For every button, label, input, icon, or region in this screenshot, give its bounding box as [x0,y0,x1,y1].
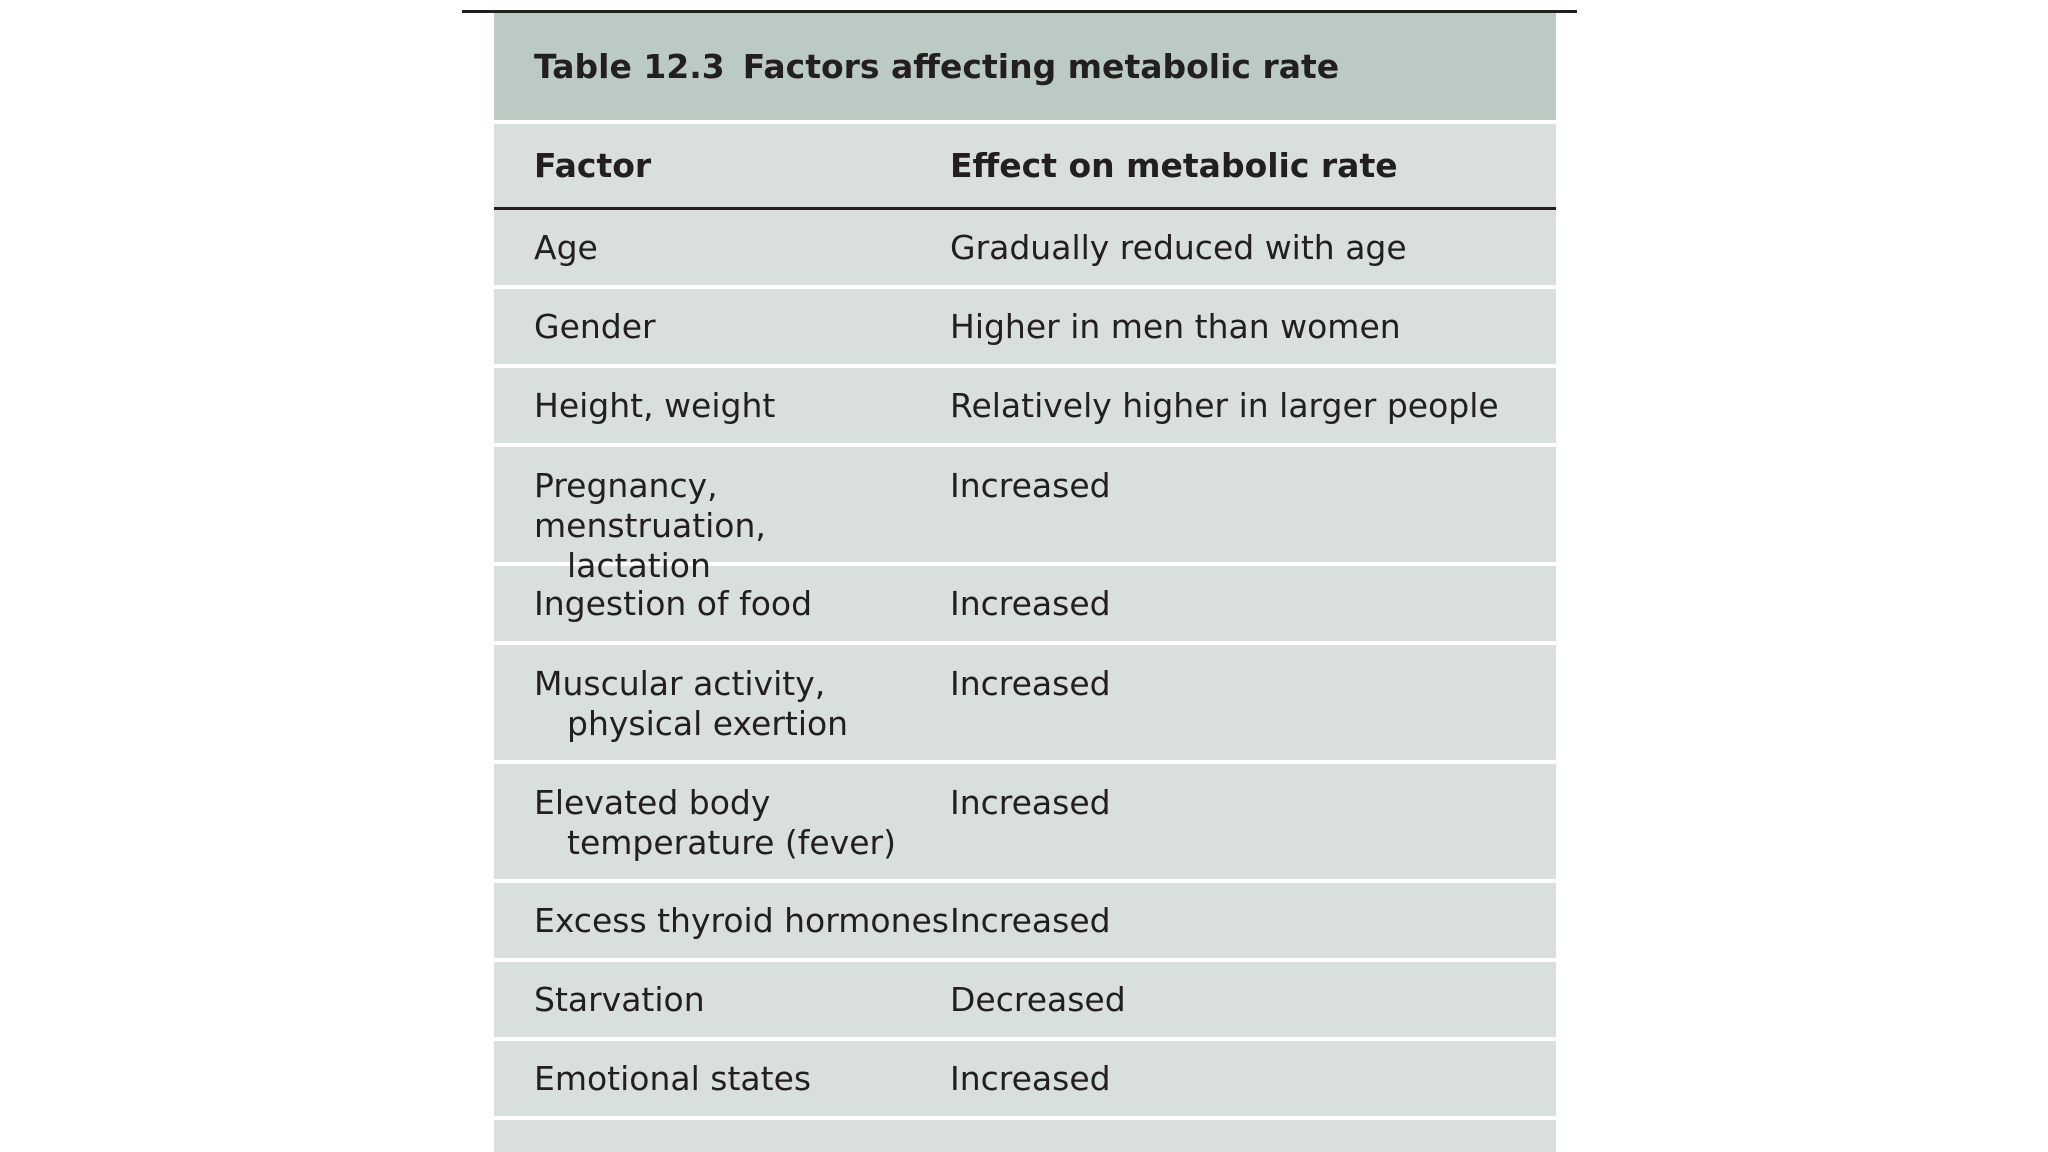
metabolic-rate-table: Table 12.3 Factors affecting metabolic r… [494,13,1556,1152]
factor-cell: Excess thyroid hormones [494,901,950,941]
table-row: Starvation Decreased [494,962,1556,1041]
table-row: Emotional states Increased [494,1041,1556,1120]
table-row: Height, weight Relatively higher in larg… [494,368,1556,447]
factor-text: Elevated body [534,783,771,822]
factor-text: Muscular activity, [534,664,826,703]
factor-cell: Muscular activity, physical exertion [494,664,950,760]
effect-cell: Gradually reduced with age [950,227,1407,267]
table-row: Pregnancy, menstruation, lactation Incre… [494,447,1556,585]
table-row: Ingestion of food Increased [494,566,1556,645]
factor-text: Emotional states [534,1058,812,1098]
table-row-partial [494,1120,1556,1152]
factor-cell: Age [494,228,950,268]
effect-cell: Increased [950,466,1111,505]
factor-text: Excess thyroid hormones [534,900,949,940]
table-row: Gender Higher in men than women [494,289,1556,368]
factor-cell: Pregnancy, menstruation, lactation [494,466,950,585]
table-row: Age Gradually reduced with age [494,210,1556,289]
table-row: Muscular activity, physical exertion Inc… [494,645,1556,764]
factor-text: Starvation [534,979,705,1019]
table-title: Factors affecting metabolic rate [742,47,1340,86]
table-header-row: Factor Effect on metabolic rate [494,124,1556,210]
factor-cell: Starvation [494,980,950,1020]
factor-text: Gender [534,306,656,346]
factor-cell: Emotional states [494,1059,950,1099]
table-row: Excess thyroid hormones Increased [494,883,1556,962]
factor-cell: Height, weight [494,386,950,426]
factor-text-continued: lactation [567,546,711,585]
factor-text: Pregnancy, menstruation, [534,466,766,545]
factor-text-continued: physical exertion [567,704,849,743]
header-effect: Effect on metabolic rate [950,146,1398,185]
header-factor: Factor [534,146,652,185]
effect-cell: Increased [950,664,1111,703]
factor-cell: Elevated body temperature (fever) [494,783,950,879]
effect-cell: Higher in men than women [950,306,1401,346]
table-row: Elevated body temperature (fever) Increa… [494,764,1556,883]
table-caption: Table 12.3 Factors affecting metabolic r… [494,13,1556,120]
factor-text: Ingestion of food [534,583,813,623]
factor-cell: Gender [494,307,950,347]
top-rule [462,10,1577,13]
effect-cell: Relatively higher in larger people [950,385,1499,425]
factor-text-continued: temperature (fever) [567,823,896,862]
effect-cell: Decreased [950,979,1126,1019]
effect-cell: Increased [950,900,1111,940]
effect-cell: Increased [950,1058,1111,1098]
factor-cell: Ingestion of food [494,584,950,624]
effect-cell: Increased [950,783,1111,822]
factor-text: Height, weight [534,385,776,425]
effect-cell: Increased [950,583,1111,623]
table-number: Table 12.3 [534,47,725,86]
factor-text: Age [534,227,598,267]
